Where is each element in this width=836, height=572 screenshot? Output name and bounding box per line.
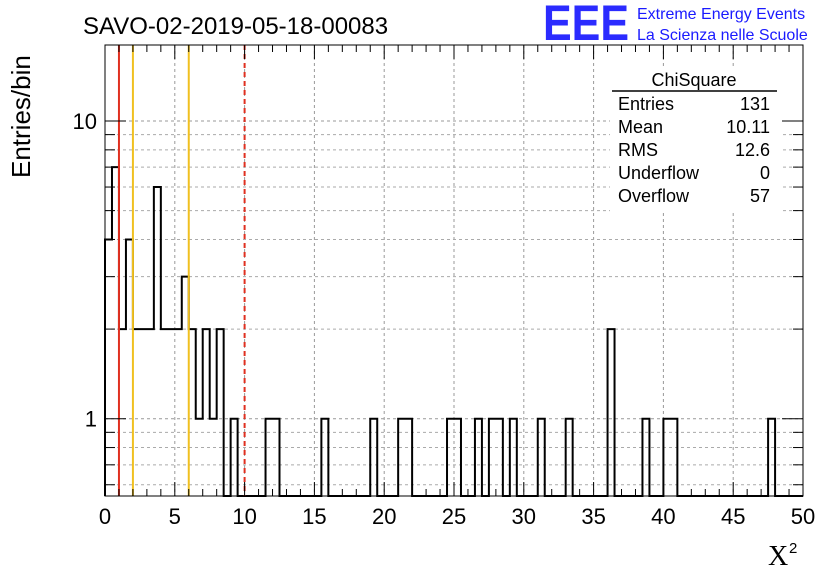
x-tick-label: 10 [232,504,256,529]
x-tick-label: 15 [302,504,326,529]
x-tick-label: 45 [721,504,745,529]
x-tick-label: 20 [372,504,396,529]
x-axis-label-superscript: 2 [789,540,797,557]
stats-label: Entries [618,94,674,114]
axes [104,44,804,497]
x-tick-label: 50 [791,504,815,529]
stats-label: RMS [618,140,658,160]
histogram-bin [147,329,154,496]
stats-rows: Entries 131 Mean 10.11 RMS 12.6 Underflow 0 Over… [618,94,770,206]
histogram-bars [104,166,803,497]
histogram-bin [112,167,119,496]
stats-value: 12.6 [735,140,770,160]
histogram-bin [161,329,168,496]
stats-title: ChiSquare [651,70,736,90]
histogram-bin [203,329,210,496]
stats-label: Overflow [618,186,690,206]
histogram-bin [182,277,189,496]
histogram-bin [140,329,147,496]
x-tick-label: 5 [169,504,181,529]
histogram-bin [154,187,161,496]
plot-frame [104,44,804,497]
stats-value: 57 [750,186,770,206]
x-tick-label: 0 [99,504,111,529]
histogram-bin [133,329,140,496]
chart-title: SAVO-02-2019-05-18-00083 [83,13,388,40]
x-tick-label: 35 [581,504,605,529]
histogram-bin [189,329,196,496]
x-tick-labels: 0 5 10 15 20 25 30 35 40 45 50 [99,504,815,529]
stats-label: Mean [618,117,663,137]
histogram-bin [119,329,126,496]
x-tick-label: 30 [512,504,536,529]
reference-lines [117,45,246,496]
histogram-bin [175,329,182,496]
histogram-outline [104,166,803,497]
y-tick-label: 10 [73,109,97,134]
eee-logo: EEE Extreme Energy Events La Scienza nel… [543,0,808,51]
stats-value: 0 [760,163,770,183]
stats-box: ChiSquare Entries 131 Mean 10.11 RMS 12.6 Unde… [610,66,782,212]
stats-label: Underflow [618,163,700,183]
histogram-bin [608,329,615,496]
eee-logo-mark: EEE [543,0,629,51]
histogram-bin [126,239,133,496]
y-tick-labels: 1 10 [73,109,97,432]
histogram-bin [168,329,175,496]
x-axis-label-main: X [768,541,788,572]
x-axis-label: X 2 [768,540,797,572]
logo-line-1: Extreme Energy Events [637,6,805,23]
x-tick-label: 25 [442,504,466,529]
stats-value: 10.11 [726,117,770,137]
histogram-bin [105,239,112,496]
stats-value: 131 [740,94,770,114]
y-axis-label: Entries/bin [6,55,36,178]
x-tick-label: 40 [651,504,675,529]
histogram-bin [217,329,224,496]
logo-line-2: La Scienza nelle Scuole [637,27,808,44]
y-tick-label: 1 [85,407,97,432]
